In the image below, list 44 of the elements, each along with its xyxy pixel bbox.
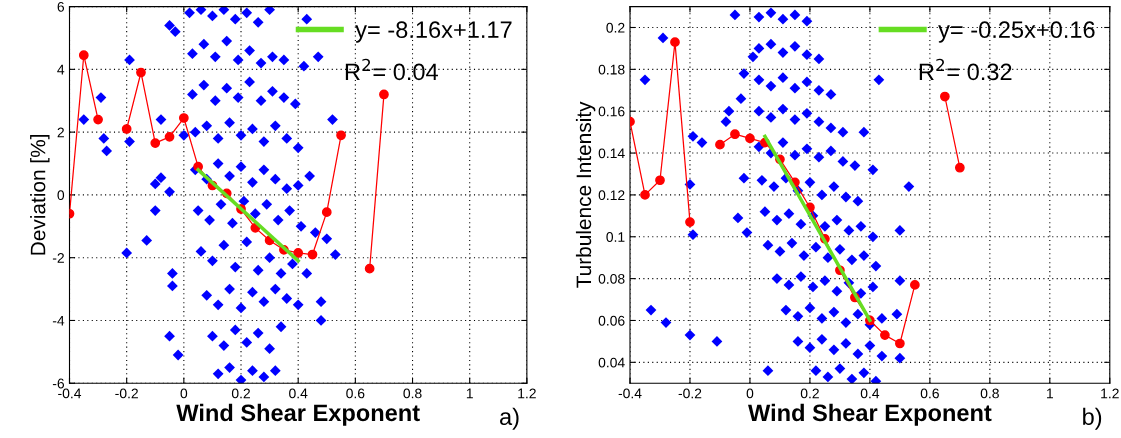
y-axis-title: Turbulence Intensity — [575, 101, 596, 288]
x-tick-label: 0.4 — [289, 388, 308, 399]
x-tick-label: 1 — [1047, 388, 1053, 399]
y-tick-label: 0.04 — [598, 357, 625, 368]
x-tick-label: 1 — [466, 388, 473, 399]
text: a) — [500, 407, 519, 430]
x-tick-label: -0.2 — [678, 388, 702, 399]
y-tick-label: -2 — [52, 253, 64, 263]
y-tick-label: 0.12 — [598, 190, 625, 201]
y-axis-title: Deviation [%] — [30, 135, 50, 255]
x-axis-title: Wind Shear Exponent — [748, 403, 992, 426]
y-tick-label: -6 — [52, 378, 65, 389]
x-tick-label: 0.8 — [403, 388, 422, 399]
y-tick-label: 0.16 — [598, 106, 625, 117]
x-tick-label: -0.4 — [58, 388, 82, 399]
y-tick-label: 6 — [57, 1, 65, 12]
y-tick-label: 0.14 — [598, 148, 625, 159]
legend-label: y= -0.25x+0.16 — [938, 21, 1095, 43]
annotation: R$^{2}$= 0.32 — [919, 58, 1012, 81]
x-tick-label: 0 — [180, 388, 188, 399]
y-tick-label: 0.1 — [606, 232, 625, 242]
x-tick-label: 0 — [746, 388, 754, 399]
x-tick-label: 1.2 — [1101, 388, 1119, 399]
annotation: R$^{2}$= 0.04 — [345, 58, 438, 81]
x-tick-label: 0.4 — [860, 388, 880, 399]
x-tick-label: 0.2 — [800, 388, 819, 399]
x-axis-title: Wind Shear Exponent — [176, 403, 420, 426]
text: b) — [1083, 407, 1102, 430]
x-tick-label: 0.6 — [920, 388, 939, 399]
legend-label: y= -8.16x+1.17 — [355, 21, 512, 43]
x-tick-label: 0.6 — [346, 388, 365, 399]
x-tick-label: 0.2 — [231, 388, 250, 399]
x-tick-label: 0.8 — [980, 388, 999, 399]
y-tick-label: 0 — [57, 190, 65, 201]
x-tick-label: 1.2 — [518, 388, 536, 399]
x-tick-label: -0.2 — [115, 388, 138, 399]
y-tick-label: 0.18 — [598, 64, 625, 75]
y-tick-label: 2 — [57, 127, 64, 138]
y-tick-label: 0.08 — [598, 273, 625, 284]
y-tick-label: 4 — [57, 64, 65, 75]
x-tick-label: -0.4 — [618, 388, 642, 399]
y-tick-label: -4 — [52, 315, 65, 326]
y-tick-label: 0.2 — [606, 22, 625, 33]
y-tick-label: 0.06 — [598, 315, 625, 326]
